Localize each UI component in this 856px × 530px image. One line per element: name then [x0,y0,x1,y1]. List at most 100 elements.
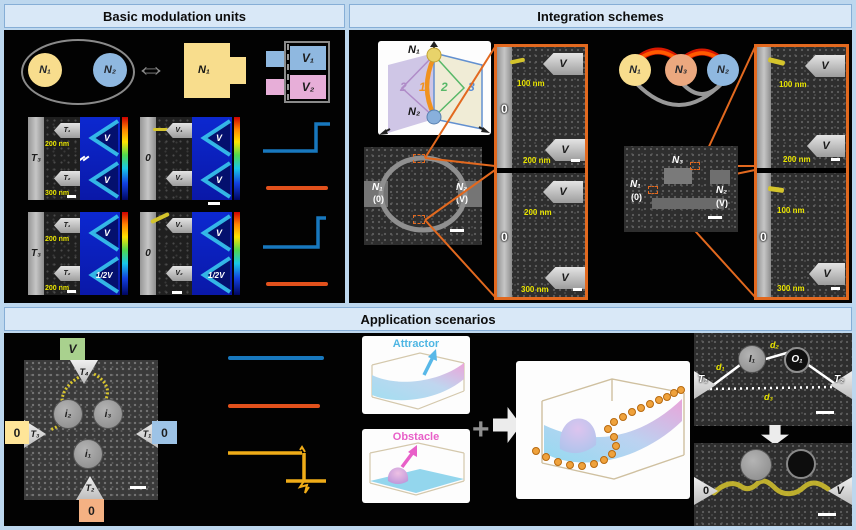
i3-label: i₃ [104,408,112,420]
zoom-v-label: V [559,186,567,198]
path-v-label: V [836,485,844,497]
d3-label: d₃ [764,392,773,402]
bias-0-label: 0 [161,425,168,440]
node-n1-scheme2: N₁ [619,54,651,86]
sem-pad [710,170,730,184]
zoombox-scheme1: V 100 nm 0 V 200 nm V 200 nm 0 V 300 nm [494,44,588,300]
electrode-v1-row1: V₁ [166,123,192,138]
loop-n1-label: N₁ [372,182,383,193]
winding-filament [711,478,831,497]
electrode-t2-label: T₂ [63,270,71,277]
obstacle-art [369,442,465,496]
bias-0-label: 0 [13,425,21,440]
scale-200nm-row1: 200 nm [45,141,70,148]
zoom-v-label: V [822,140,830,152]
scale-200nm: 200 nm [783,155,811,164]
bar-t3-label: T₃ [31,153,41,164]
facet-num-1-orange: 1 [419,80,426,94]
zoom-0-label: 0 [501,102,508,116]
trace-blue [228,356,324,360]
zoom-electrode-v2: V [807,135,845,157]
zoom-v-label: V [561,144,569,156]
zoom2-top-image: V 100 nm V 200 nm [757,47,846,168]
zoom-marker-bottom [413,215,425,224]
scalebar [67,195,76,198]
panel-application-body: T₄ T₃ T₁ T₂ i₂ i₃ i₁ V 0 0 0 [4,333,852,526]
map-halfv-bottom: 1/2V [208,271,225,280]
island-bottom [740,449,772,481]
probe-v2: V₂ [290,75,326,99]
loop-n2-label: N₂ [456,182,468,193]
bar-0-label: 0 [145,153,151,164]
facet-num-3-blue: 3 [468,80,475,94]
bias-0-label: 0 [88,503,95,518]
node-n2-label: N₂ [103,64,117,76]
scale-100nm: 100 nm [779,80,807,89]
probe-box [284,41,330,103]
current-map-row1-left: V V [80,117,120,200]
facet-num-2-purple: 2 [400,80,407,94]
electrode-t2-row2: T₂ [54,266,80,281]
zoom-bar [757,47,771,168]
pathfinding-sem-bottom: 0 V [694,443,852,526]
obstacle-surface: Obstacle [362,429,470,503]
zoom1-bottom-image: V 200 nm 0 V 300 nm [497,173,585,297]
probe-dashed-line [287,44,289,100]
node-n1-label: N₁ [39,64,51,76]
loop-device-sem: N₁ (0) N₂ (V) [364,147,482,245]
d1-label: d₁ [716,362,725,372]
voltage-step-trace-row2 [263,216,326,249]
attractor-surface: Attractor [362,336,470,414]
sem-n3-label: N₃ [672,155,684,166]
current-map-row1-right: V V [192,117,232,200]
node-n1: N₁ [28,53,62,87]
combined-landscape-art [532,378,685,480]
zoom-v-label: V [561,272,569,284]
scale-200nm-row2b: 200 nm [45,285,70,292]
trace-yellow-step [228,445,326,494]
zoom-marker-n3 [690,162,700,170]
coupling-ring [21,39,135,105]
electrode-t1-label: T₁ [63,222,71,229]
zoom-bar [757,173,771,297]
panel-application: Application scenarios T₄ T₃ T₁ T₂ i₂ i₃ … [4,307,852,526]
electrode-t2-label: T₂ [63,175,71,182]
zoom1-top-image: V 100 nm 0 V 200 nm [497,47,585,168]
loop-n2-bias: (V) [456,194,468,204]
probe-tab-v2 [266,79,286,95]
filament [509,57,526,65]
scalebar [450,229,464,232]
double-arrow-icon: ⇔ [135,50,167,86]
t1-label: T₁ [142,429,152,439]
node-n2-scheme2: N₂ [707,54,739,86]
obstacle-o1: O₁ [784,347,810,373]
zoom-v-label: V [559,58,567,70]
panel-integration-header: Integration schemes [349,4,852,28]
attractor-label: Attractor [362,338,470,350]
path-t2-label: T₂ [834,374,844,385]
zoom-v-label: V [821,60,829,72]
scalebar [571,159,580,162]
island-i1: i₁ [73,439,103,469]
probe-tab-v1 [266,51,286,67]
scale-100nm: 100 nm [777,206,805,215]
zoom-electrode-v: V [543,181,583,203]
i1-label: i₁ [84,448,92,460]
scalebar [172,291,182,294]
scalebar [831,158,840,161]
sem-n1-bias: (0) [631,192,642,202]
zoom2-bottom-image: 100 nm 0 V 300 nm [757,173,846,297]
electrode-v2-row1: V₂ [166,171,192,186]
colorbar [122,212,128,295]
node-n2-label: N₂ [716,64,730,76]
zoom-marker-n1 [648,186,658,194]
path-i1-label: I₁ [748,353,756,365]
electrode-t1-label: T₁ [63,127,71,134]
electrode-t1-row2: T₁ [54,218,80,233]
three-node-sem: N₃ N₁ (0) N₂ (V) [624,146,738,232]
scalebar [816,411,834,414]
scale-300nm: 300 nm [777,284,805,293]
electrode-v2-row2: V₂ [166,266,192,281]
map-v-top: V [104,228,111,238]
scalebar [208,202,220,205]
